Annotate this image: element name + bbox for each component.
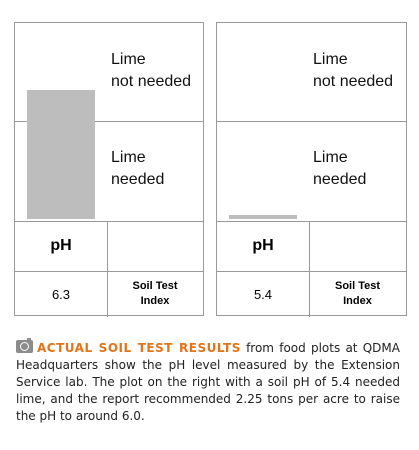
ph-value: 5.4: [253, 286, 273, 302]
lime-needed-label: Lime needed: [313, 149, 367, 188]
ph-header-cell: pH: [217, 221, 310, 271]
ph-level-bar: [27, 90, 95, 219]
ph-value-cell: 6.3: [15, 271, 108, 317]
ph-header-row: pH: [217, 221, 406, 272]
soil-test-panel-right: Lime not needed Lime needed pH 5.4 Soil …: [216, 22, 407, 317]
index-cell: Soil Test Index: [309, 271, 406, 317]
ph-value-row: 6.3 Soil Test Index: [15, 271, 203, 317]
camera-icon: [16, 338, 33, 353]
caption-heading: ACTUAL SOIL TEST RESULTS: [37, 341, 241, 355]
lime-needed-zone: Lime needed: [217, 121, 406, 222]
lime-not-needed-label: Lime not needed: [313, 51, 394, 90]
ph-header-row: pH: [15, 221, 203, 272]
ph-value-cell: 5.4: [217, 271, 310, 317]
ph-header: pH: [252, 237, 274, 254]
ph-header-cell: pH: [15, 221, 108, 271]
lime-not-needed-zone: Lime not needed: [15, 23, 203, 122]
empty-cell: [107, 221, 203, 271]
soil-test-index-label: Soil Test Index: [132, 280, 178, 307]
soil-test-panel-left: Lime not needed Lime needed pH 6.3 Soil …: [14, 22, 204, 317]
photo-caption: ACTUAL SOIL TEST RESULTS from food plots…: [16, 338, 400, 425]
ph-level-bar: [229, 215, 297, 219]
empty-cell: [309, 221, 406, 271]
index-cell: Soil Test Index: [107, 271, 203, 317]
lime-not-needed-label: Lime not needed: [111, 51, 192, 90]
lime-needed-zone: Lime needed: [15, 121, 203, 222]
ph-value-row: 5.4 Soil Test Index: [217, 271, 406, 317]
ph-header: pH: [50, 237, 72, 254]
ph-value: 6.3: [51, 286, 71, 302]
lime-needed-label: Lime needed: [111, 149, 165, 188]
soil-test-index-label: Soil Test Index: [334, 280, 381, 307]
caption-body: from food plots at QDMA Headquarters sho…: [16, 341, 400, 423]
lime-not-needed-zone: Lime not needed: [217, 23, 406, 122]
